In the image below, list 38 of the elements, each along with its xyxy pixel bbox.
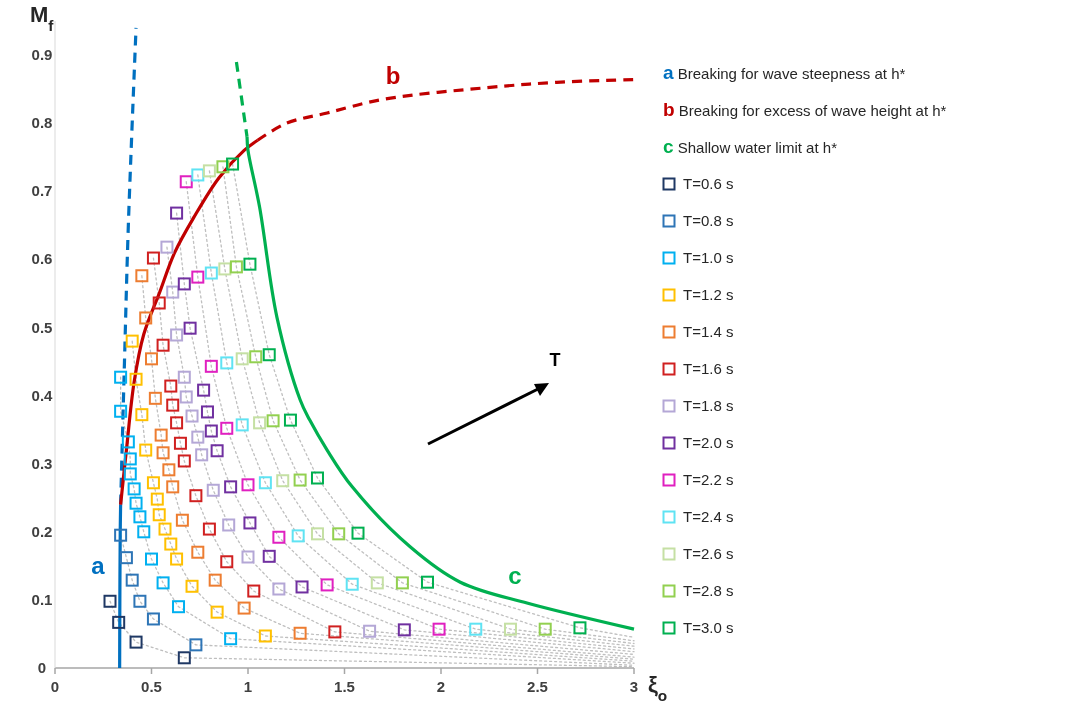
legend-label: T=2.4 s [683, 508, 734, 525]
legend-label: T=1.2 s [683, 286, 734, 303]
legend-label: T=2.0 s [683, 434, 734, 451]
y-tick-label: 0.9 [31, 46, 53, 64]
x-tick-label: 2 [436, 678, 446, 695]
y-tick-label: 0.3 [31, 454, 53, 472]
x-tick-label: 3 [629, 678, 639, 695]
legend-label: T=3.0 s [683, 619, 734, 636]
legend-label: T=1.6 s [683, 360, 734, 377]
y-tick-label: 0 [37, 659, 47, 676]
legend-label: T=0.6 s [683, 175, 734, 192]
y-tick-label: 0.8 [31, 114, 53, 132]
legend-label: T=1.0 s [683, 249, 734, 266]
legend-label: T=0.8 s [683, 212, 734, 229]
y-axis-title: M$_{f}$ [30, 2, 55, 34]
x-axis-title: ξ$_{o}$ [648, 672, 668, 704]
annotation: a [91, 552, 106, 579]
legend-label: T=1.8 s [683, 397, 734, 414]
y-tick-label: 0.6 [31, 250, 53, 268]
legend-label: T=2.8 s [683, 582, 734, 599]
text: c Shallow water limit at h* [663, 136, 838, 157]
legend-label: T=1.4 s [683, 323, 734, 340]
legend-label: T=2.2 s [683, 471, 734, 488]
annotation: T [549, 350, 561, 370]
x-tick-label: 1 [243, 678, 253, 695]
y-tick-label: 0.2 [31, 522, 53, 540]
annotation: c [508, 562, 522, 589]
x-tick-label: 1.5 [334, 678, 355, 695]
y-tick-label: 0.1 [31, 590, 53, 608]
y-tick-label: 0.7 [31, 182, 53, 200]
legend-label: T=2.6 s [683, 545, 734, 562]
x-tick-label: 2.5 [527, 678, 548, 695]
text: a Breaking for wave steepness at h* [663, 62, 906, 83]
annotation: b [385, 62, 401, 89]
x-tick-label: 0.5 [141, 678, 162, 695]
y-tick-label: 0.4 [31, 386, 54, 404]
text: b Breaking for excess of wave height at h* [663, 99, 947, 120]
y-tick-label: 0.5 [31, 318, 53, 336]
